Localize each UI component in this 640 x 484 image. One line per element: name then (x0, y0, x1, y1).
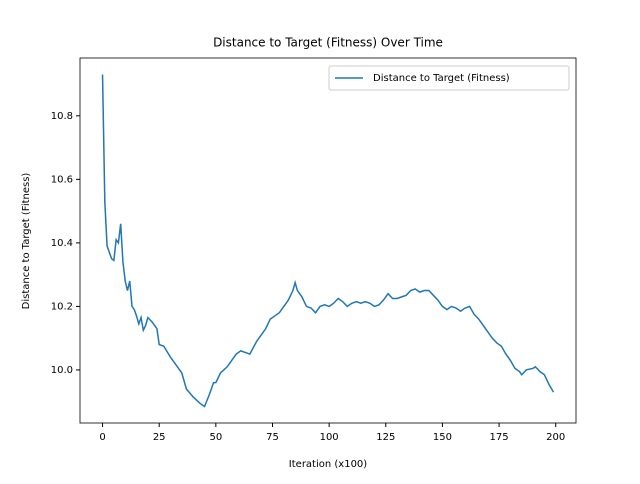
x-tick-label: 150 (433, 432, 452, 443)
plot-frame (79, 57, 577, 424)
y-tick-label: 10.4 (51, 238, 73, 249)
x-tick-label: 75 (266, 432, 279, 443)
y-axis-label: Distance to Target (Fitness) (21, 173, 32, 310)
x-tick-label: 200 (546, 432, 565, 443)
y-tick-label: 10.6 (51, 174, 73, 185)
x-tick-label: 125 (376, 432, 395, 443)
chart-title: Distance to Target (Fitness) Over Time (213, 36, 443, 50)
x-tick-label: 50 (209, 432, 222, 443)
x-tick-label: 100 (320, 432, 339, 443)
x-axis-label: Iteration (x100) (289, 459, 368, 470)
y-tick-label: 10.8 (51, 111, 73, 122)
line (101, 74, 555, 408)
y-tick-label: 10.2 (51, 301, 73, 312)
legend-label: Distance to Target (Fitness) (373, 73, 510, 84)
x-tick-label: 25 (153, 432, 166, 443)
x-tick-label: 175 (490, 432, 509, 443)
legend-box (328, 65, 570, 91)
x-tick-label: 0 (99, 432, 105, 443)
y-tick-label: 10.0 (51, 365, 73, 376)
